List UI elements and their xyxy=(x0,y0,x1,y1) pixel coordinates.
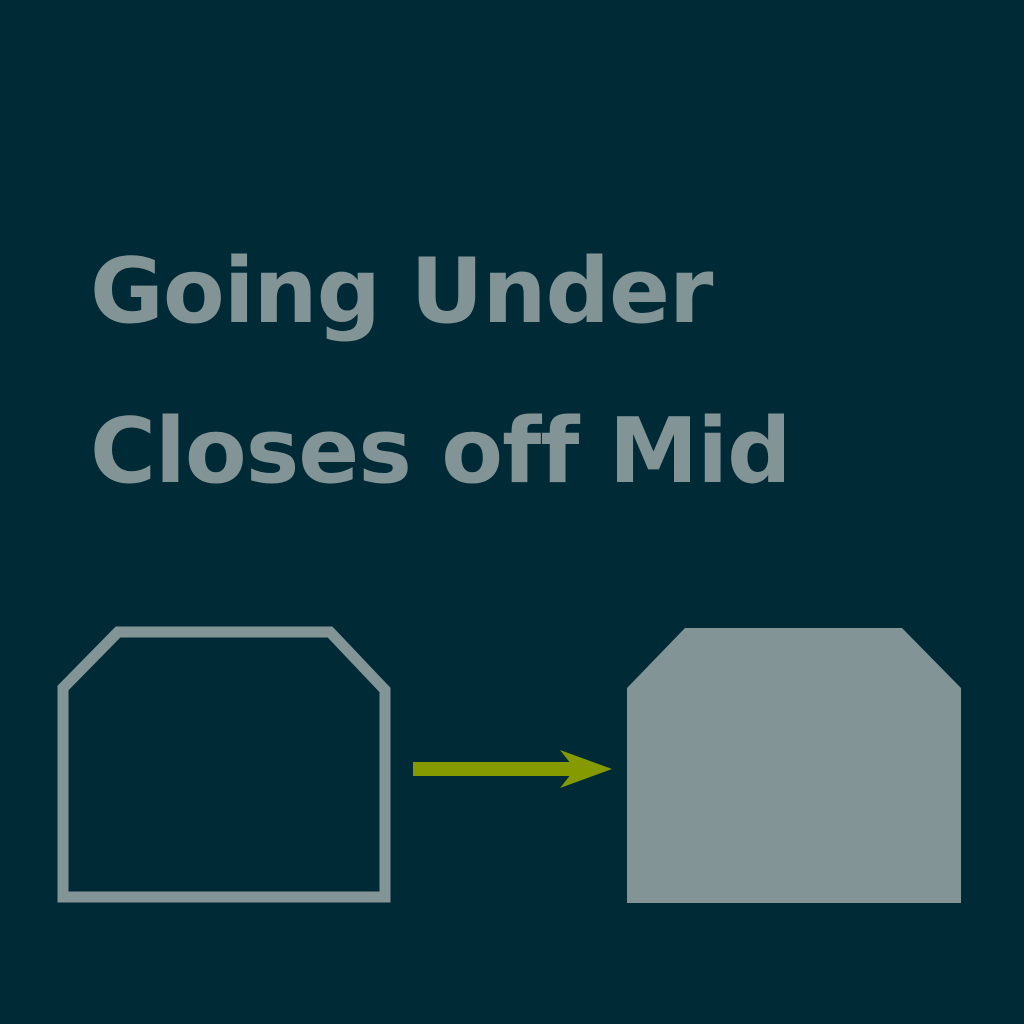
slide-title: Going Under Closes off Mid xyxy=(90,212,792,532)
title-line-1: Going Under xyxy=(90,239,713,344)
title-line-2: Closes off Mid xyxy=(90,399,792,504)
closed-shape-filled xyxy=(627,628,961,903)
open-shape-outline xyxy=(57,626,391,903)
transition-arrow xyxy=(413,750,612,788)
